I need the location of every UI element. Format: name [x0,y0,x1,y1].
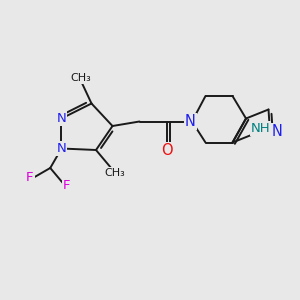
Text: O: O [161,143,172,158]
Text: CH₃: CH₃ [105,168,125,178]
Text: N: N [57,112,66,125]
Text: N: N [185,114,196,129]
Text: NH: NH [250,122,270,135]
Text: N: N [271,124,282,140]
Text: N: N [57,142,66,155]
Text: F: F [63,179,70,192]
Text: CH₃: CH₃ [70,73,91,83]
Text: F: F [26,171,34,184]
